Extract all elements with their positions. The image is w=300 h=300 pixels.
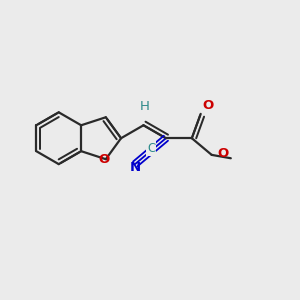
- Text: O: O: [217, 147, 228, 160]
- Text: O: O: [202, 99, 213, 112]
- Text: O: O: [99, 153, 110, 166]
- Text: C: C: [147, 142, 155, 155]
- Text: N: N: [130, 161, 141, 174]
- Text: H: H: [140, 100, 150, 113]
